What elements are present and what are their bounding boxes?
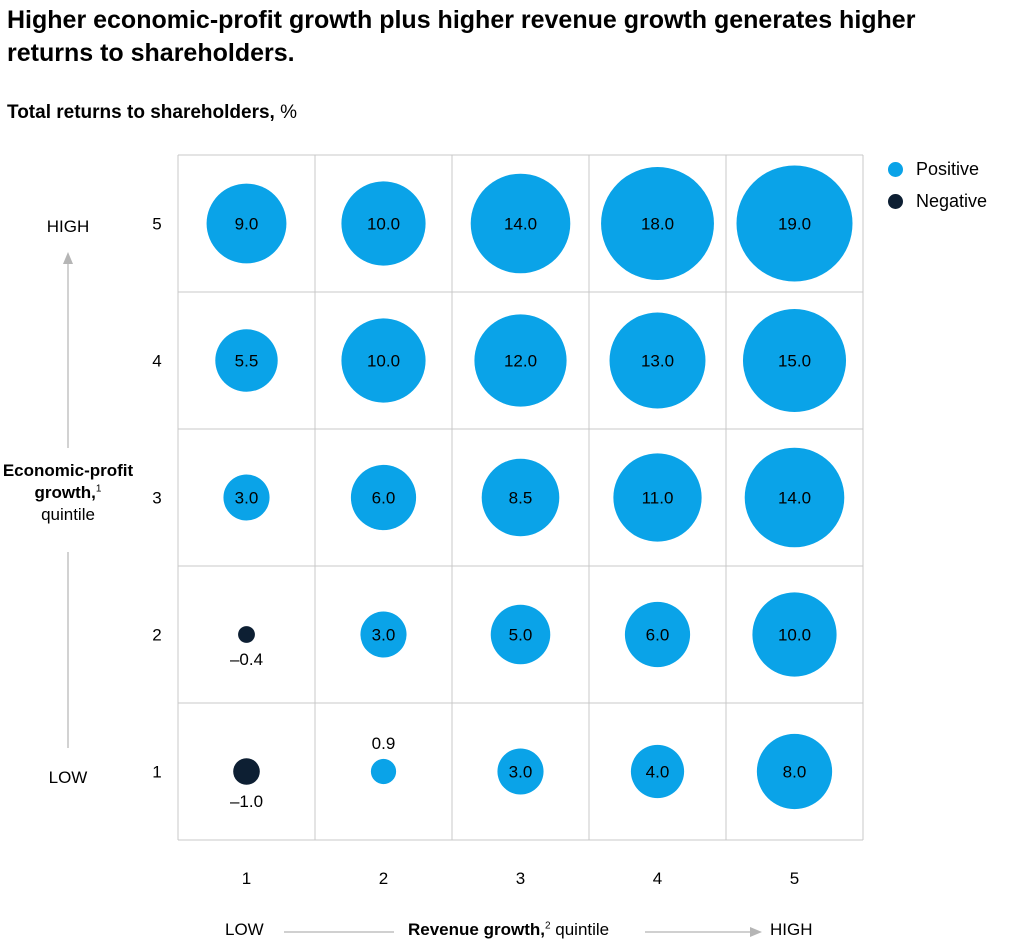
legend-item-positive: Positive xyxy=(888,153,987,185)
data-label: –0.4 xyxy=(230,650,263,669)
x-axis-label-bold: Revenue growth, xyxy=(408,920,545,939)
data-label: –1.0 xyxy=(230,792,263,811)
bubble-positive xyxy=(223,474,270,521)
x-tick-label: 5 xyxy=(790,869,799,888)
y-tick-label: 5 xyxy=(152,215,161,234)
data-label: 8.5 xyxy=(509,489,533,508)
x-axis-label: Revenue growth,2 quintile xyxy=(408,920,609,940)
chart-title: Higher economic-profit growth plus highe… xyxy=(7,6,916,67)
y-axis-high-label: HIGH xyxy=(46,217,90,236)
bubble-positive xyxy=(470,173,571,274)
bubble-negative xyxy=(233,758,260,785)
data-label: 15.0 xyxy=(778,352,811,371)
y-tick-label: 2 xyxy=(152,626,161,645)
bubble-positive xyxy=(609,312,706,409)
bubble-positive xyxy=(206,183,287,264)
data-label: 10.0 xyxy=(778,626,811,645)
bubble-positive xyxy=(624,601,691,668)
y-axis-label: Economic-profit growth,1 quintile xyxy=(0,460,136,526)
x-tick-label: 2 xyxy=(379,869,388,888)
y-tick-label: 4 xyxy=(152,352,161,371)
y-axis-label-bold: Economic-profit growth, xyxy=(2,461,134,502)
bubble-positive xyxy=(756,733,833,810)
bubble-positive xyxy=(736,165,853,282)
data-label: 5.5 xyxy=(235,352,259,371)
x-axis-low-label: LOW xyxy=(225,920,264,939)
bubble-positive xyxy=(601,167,714,280)
data-label: 6.0 xyxy=(372,489,396,508)
data-label: 14.0 xyxy=(504,215,537,234)
bubble-positive xyxy=(497,748,544,795)
y-tick-label: 3 xyxy=(152,489,161,508)
bubble-positive xyxy=(341,181,426,266)
data-label: 11.0 xyxy=(642,489,674,508)
legend-swatch-negative xyxy=(888,193,903,209)
data-label: 8.0 xyxy=(783,763,807,782)
y-axis-low-label: LOW xyxy=(48,768,88,787)
legend: Positive Negative xyxy=(888,153,987,217)
subtitle-unit: % xyxy=(280,102,297,123)
x-axis-arrowhead xyxy=(750,927,762,937)
data-label: 5.0 xyxy=(509,626,533,645)
bubble-positive xyxy=(630,744,685,799)
bubble-positive xyxy=(360,611,407,658)
bubble-positive xyxy=(752,592,837,677)
bubble-positive xyxy=(742,308,847,413)
y-tick-label: 1 xyxy=(152,763,161,782)
legend-label-positive: Positive xyxy=(916,158,980,179)
x-axis-label-rest: quintile xyxy=(555,920,610,939)
y-axis-footnote: 1 xyxy=(95,483,102,495)
chart-subtitle: Total returns to shareholders, % xyxy=(7,101,297,125)
y-axis-label-rest: quintile xyxy=(41,505,95,524)
bubble-positive xyxy=(370,758,397,785)
bubble-positive xyxy=(481,458,560,537)
x-axis-footnote: 2 xyxy=(544,920,551,932)
subtitle-label: Total returns to shareholders, xyxy=(7,102,275,123)
bubble-positive xyxy=(474,314,567,407)
bubble-positive xyxy=(341,318,426,403)
data-label: 12.0 xyxy=(504,352,537,371)
data-label: 13.0 xyxy=(641,352,674,371)
y-axis-arrowhead xyxy=(63,252,73,264)
x-axis-high-label: HIGH xyxy=(770,920,813,939)
data-label: 14.0 xyxy=(778,489,811,508)
bubble-positive xyxy=(215,329,278,392)
bubble-positive xyxy=(744,447,845,548)
legend-label-negative: Negative xyxy=(916,190,988,211)
data-label: 3.0 xyxy=(235,489,259,508)
bubble-positive xyxy=(490,604,551,665)
data-label: 3.0 xyxy=(372,626,396,645)
bubble-negative xyxy=(238,626,255,643)
legend-swatch-positive xyxy=(888,161,903,177)
data-label: 3.0 xyxy=(509,763,533,782)
x-tick-label: 1 xyxy=(242,869,251,888)
data-label: 19.0 xyxy=(778,215,811,234)
bubble-positive xyxy=(350,464,417,531)
legend-item-negative: Negative xyxy=(888,185,987,217)
x-tick-label: 3 xyxy=(516,869,525,888)
data-label: 9.0 xyxy=(235,215,259,234)
data-label: 10.0 xyxy=(367,352,400,371)
data-label: 6.0 xyxy=(646,626,670,645)
data-label: 4.0 xyxy=(646,763,670,782)
bubble-positive xyxy=(613,453,702,542)
data-label: 10.0 xyxy=(367,215,400,234)
x-tick-label: 4 xyxy=(653,869,662,888)
data-label: 18.0 xyxy=(641,215,674,234)
data-label: 0.9 xyxy=(372,734,396,753)
